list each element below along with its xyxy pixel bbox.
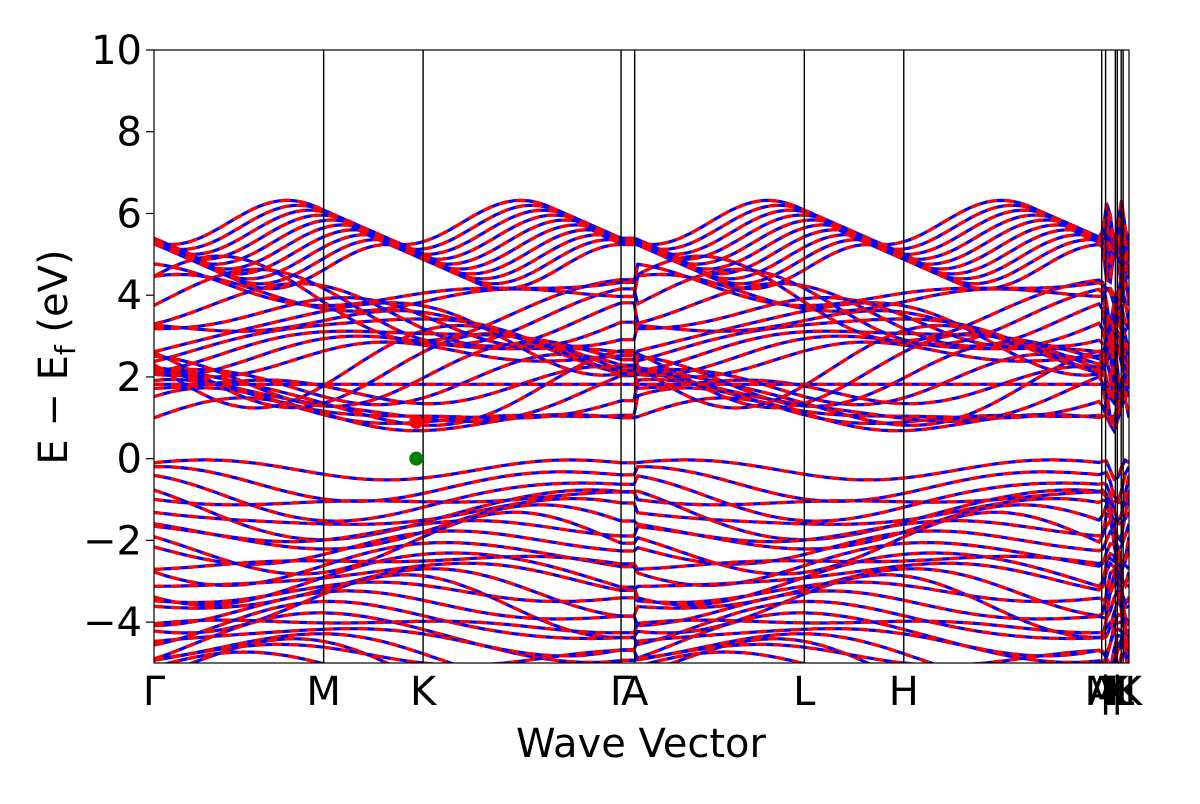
- band-line-spin-down: [154, 396, 1129, 435]
- band-line-spin-down: [154, 541, 1129, 590]
- band-line-spin-down: [154, 237, 1129, 286]
- band-line-spin-down: [154, 232, 1129, 281]
- band-line-spin-down: [154, 580, 1129, 605]
- y-axis-ticks: −4 −2 0 2 4 6 8 10: [83, 28, 154, 646]
- band-line-spin-down: [154, 262, 1129, 308]
- band-line-spin-down: [154, 554, 1129, 571]
- band-line-spin-down: [154, 567, 1129, 618]
- kpoint-label: M: [306, 669, 341, 715]
- y-tick-label: 2: [117, 355, 142, 401]
- kpoint-label: K: [1116, 669, 1144, 715]
- band-line-spin-up: [162, 650, 1129, 663]
- kpoint-label: Γ: [610, 669, 633, 715]
- band-line-spin-down: [154, 497, 1129, 527]
- kpoint-label: A: [1088, 669, 1116, 715]
- kpoint-label: M: [1084, 669, 1119, 715]
- y-axis-label-main: E − E: [31, 355, 77, 465]
- band-line-spin-down: [154, 529, 1129, 566]
- band-line-spin-down: [154, 473, 1129, 525]
- band-lines: [154, 198, 1129, 663]
- band-line-spin-down: [154, 569, 1129, 639]
- y-axis-label-subscript: f: [49, 344, 82, 355]
- band-line-spin-down: [154, 352, 1129, 407]
- kpoint-label: |: [1099, 669, 1112, 715]
- band-line-spin-down: [154, 349, 1129, 428]
- band-line-spin-down: [154, 560, 1129, 592]
- x-axis-label: Wave Vector: [516, 721, 767, 767]
- kpoint-label: L: [1112, 669, 1135, 715]
- kpoint-label: K: [1102, 669, 1130, 715]
- y-tick-label: 8: [117, 110, 142, 156]
- band-line-spin-down: [154, 599, 1129, 647]
- kpoint-label: H: [1106, 669, 1136, 715]
- band-line-spin-down: [154, 618, 1129, 635]
- band-line-spin-down: [154, 490, 1129, 507]
- y-tick-label: 4: [117, 273, 142, 319]
- band-line-spin-down: [154, 254, 1129, 343]
- band-line-spin-down: [154, 208, 1129, 256]
- x-axis-ticks: Γ M K ΓA L H AM|K|HLK: [143, 669, 1144, 715]
- band-line-spin-down: [154, 500, 1129, 551]
- band-line-spin-down: [154, 510, 1129, 577]
- band-line-spin-down: [154, 364, 1129, 407]
- y-tick-label: 0: [117, 437, 142, 483]
- band-line-spin-down: [154, 551, 1129, 610]
- kpoint-label: |: [1111, 669, 1124, 715]
- y-tick-label: 6: [117, 191, 142, 237]
- band-line-spin-down: [154, 267, 1129, 348]
- band-line-spin-down: [154, 626, 1129, 658]
- band-line-spin-down: [154, 371, 1129, 425]
- y-axis-label-unit: (eV): [31, 249, 77, 345]
- kpoint-label: K: [410, 669, 438, 715]
- kpoint-label: Γ: [143, 669, 166, 715]
- band-line-spin-down: [154, 457, 1129, 482]
- band-line-spin-down: [154, 272, 1129, 315]
- band-line-spin-down: [154, 517, 1129, 545]
- y-tick-label: 10: [91, 28, 142, 74]
- band-line-spin-down: [154, 465, 1129, 505]
- kpoint-label: L: [793, 669, 816, 715]
- y-tick-label: −4: [83, 600, 142, 646]
- band-line-spin-down: [154, 198, 1129, 247]
- band-line-spin-down: [154, 333, 1129, 377]
- band-line-spin-down: [154, 377, 1129, 420]
- plot-frame: [153, 49, 1130, 664]
- band-line-spin-down: [154, 307, 1129, 348]
- band-edge-marker: [409, 414, 424, 429]
- y-tick-label: −2: [83, 518, 142, 564]
- band-line-spin-down: [154, 641, 1129, 663]
- band-line-spin-down: [154, 228, 1129, 276]
- y-axis-label: E − Ef (eV): [31, 249, 82, 464]
- band-line-spin-down: [154, 242, 1129, 291]
- band-line-spin-down: [154, 329, 1129, 373]
- band-line-spin-down: [154, 340, 1129, 382]
- kpoint-label: A: [621, 669, 649, 715]
- band-line-spin-down: [154, 587, 1129, 628]
- band-line-spin-up: [187, 634, 1129, 663]
- kpoint-label: H: [889, 669, 919, 715]
- band-edge-marker: [409, 451, 424, 466]
- band-edge-markers: [409, 414, 424, 466]
- band-line-spin-down: [154, 279, 1129, 351]
- high-symmetry-lines: [322, 50, 1124, 663]
